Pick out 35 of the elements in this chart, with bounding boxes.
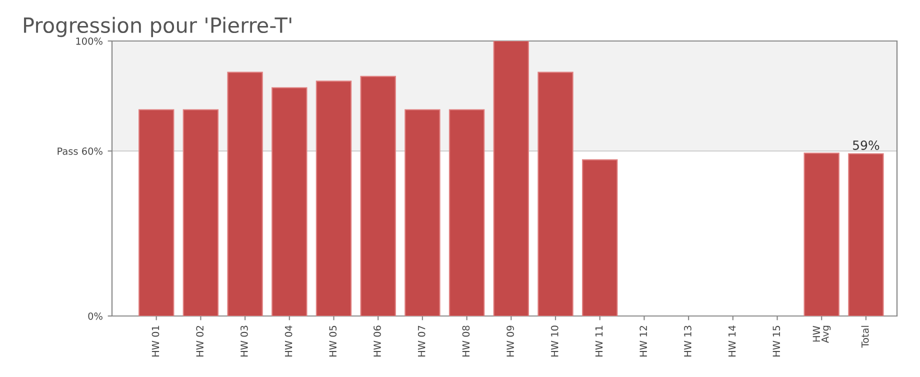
bar — [848, 153, 884, 316]
bar — [493, 41, 530, 316]
x-tick-label: HW 12 — [640, 326, 647, 356]
x-tick-label: HW 10 — [550, 326, 558, 356]
x-tick-label: HW 01 — [152, 326, 160, 356]
x-tick-label: Total — [861, 326, 869, 348]
bar — [448, 109, 485, 316]
y-tick-label: 0% — [88, 312, 102, 320]
y-tick-label: 100% — [76, 37, 102, 45]
bar — [227, 72, 263, 316]
bar — [272, 87, 308, 316]
x-tick-label: HW 14 — [728, 326, 736, 356]
x-tick-label: HW 06 — [374, 326, 381, 356]
bar — [182, 109, 219, 316]
x-tick-label: HW Avg — [812, 326, 831, 343]
x-tick-label: HW 13 — [684, 326, 692, 356]
x-tick-label: HW 15 — [772, 326, 780, 356]
bar — [804, 152, 840, 316]
x-tick-label: HW 02 — [196, 326, 204, 356]
bar — [404, 109, 440, 316]
x-tick-label: HW 03 — [240, 326, 248, 356]
x-tick-label: HW 09 — [506, 326, 514, 356]
x-tick-label: HW 07 — [418, 326, 426, 356]
x-tick-label: HW 04 — [284, 326, 292, 356]
x-tick-label: HW 08 — [462, 326, 470, 356]
bar — [360, 76, 396, 316]
x-tick-label: HW 11 — [595, 326, 603, 356]
bar — [316, 80, 352, 316]
x-tick-label: HW 05 — [329, 326, 337, 356]
chart-title: Progression pour 'Pierre-T' — [24, 16, 292, 38]
bar — [538, 72, 574, 316]
data-label: 59% — [853, 140, 880, 150]
bar — [138, 109, 174, 316]
y-tick-label: Pass 60% — [58, 147, 102, 155]
bar — [582, 159, 618, 316]
